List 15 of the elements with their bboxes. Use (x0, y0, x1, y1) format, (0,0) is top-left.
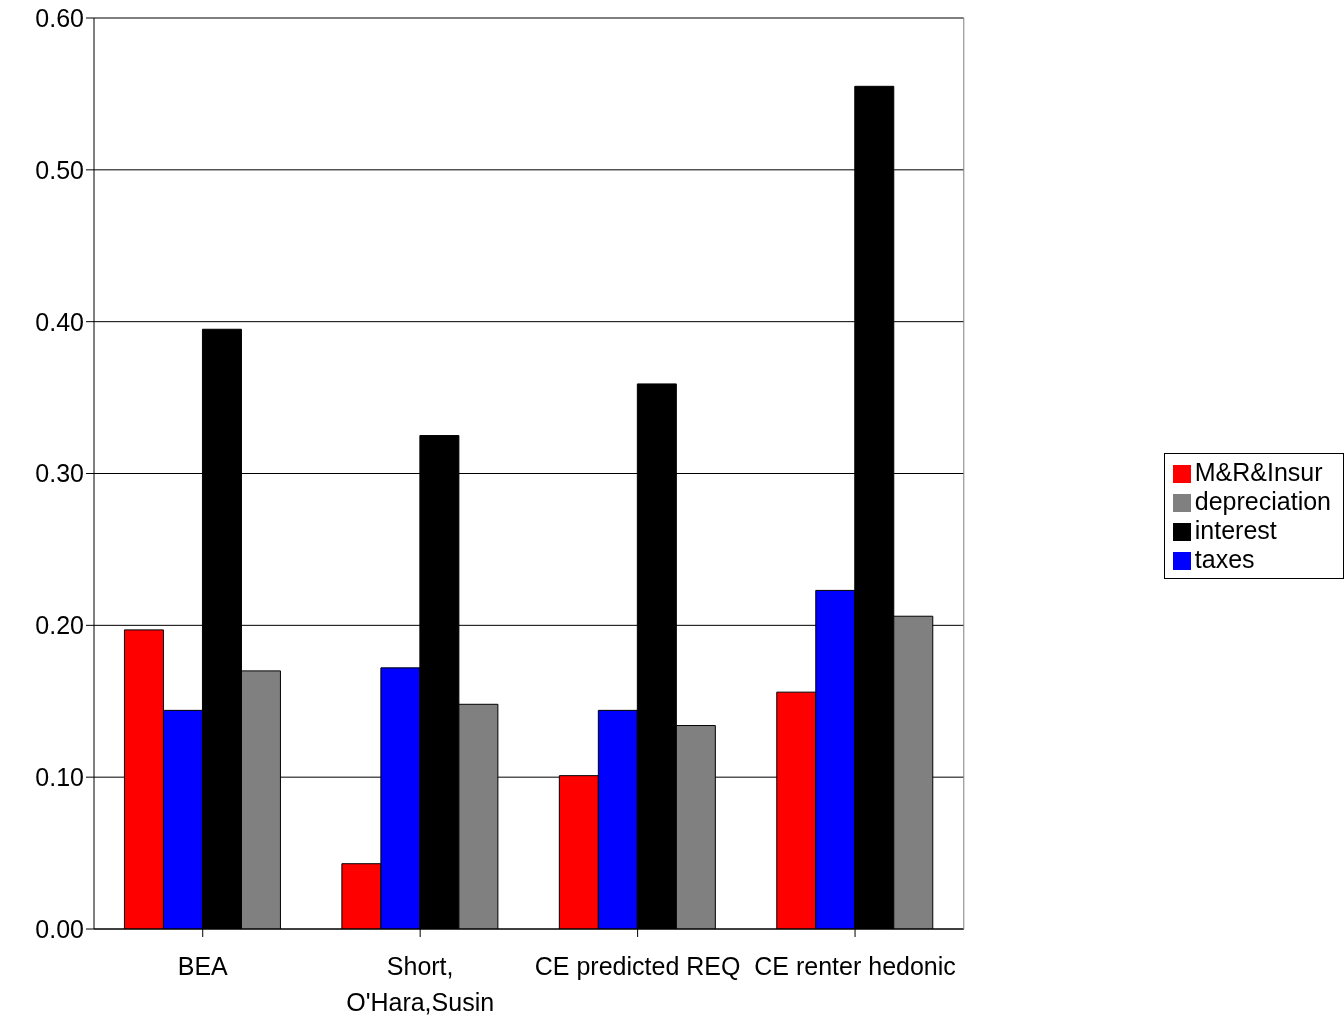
y-tick-label: 0.30 (35, 459, 84, 488)
y-tick-label: 0.10 (35, 763, 84, 792)
y-tick-label: 0.50 (35, 155, 84, 184)
y-tick-label: 0.20 (35, 611, 84, 640)
y-tick-label: 0.60 (35, 3, 84, 32)
y-tick-label: 0.40 (35, 307, 84, 336)
x-tick-label: CE renter hedonic (754, 952, 956, 980)
x-tick-label: CE predicted REQ (534, 952, 741, 980)
x-tick-label: Short, O'Hara,Susin (346, 952, 495, 1016)
legend-label: M&R&Insur (1194, 458, 1323, 486)
legend-label: interest (1194, 516, 1277, 544)
x-tick-label: BEA (177, 952, 229, 980)
legend-label: depreciation (1194, 487, 1331, 515)
legend-label: taxes (1194, 545, 1255, 573)
y-tick-label: 0.00 (35, 914, 84, 943)
